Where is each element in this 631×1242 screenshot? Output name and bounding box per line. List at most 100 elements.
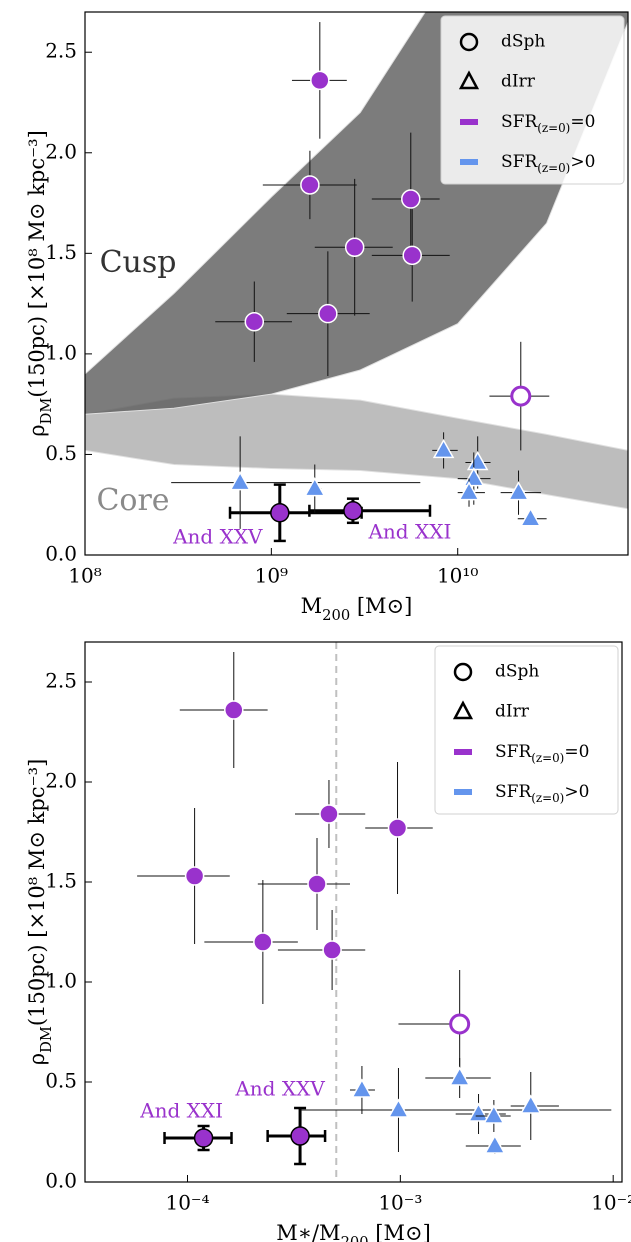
band-label: Core xyxy=(96,483,169,518)
data-point xyxy=(449,1013,471,1035)
y-tick-label: 0.0 xyxy=(45,542,77,566)
plot-frame xyxy=(84,11,629,556)
data-point xyxy=(319,804,339,824)
data-point xyxy=(270,503,290,523)
x-axis-label-rest: [M⊙] xyxy=(369,1221,431,1242)
y-tick-label: 1.5 xyxy=(45,869,77,893)
data-point xyxy=(402,245,422,266)
x-tick-label: 10⁻³ xyxy=(378,1191,422,1215)
x-axis-label: M200 [M⊙] xyxy=(301,594,413,624)
data-point xyxy=(351,1078,373,1098)
data-point xyxy=(253,932,273,952)
legend-label-rest: =0 xyxy=(570,112,595,132)
chart-panel: And XXI And XXV 10⁻⁴ 10⁻³ 10⁻² 0.0 0.5 1.0 1.5 2.… xyxy=(25,641,631,1242)
legend-label-main: SFR xyxy=(495,742,532,762)
y-axis-label-rest: (150pc) [×10⁸ M⊙ kpc⁻³] xyxy=(25,130,49,397)
legend-label-sub: (z=0) xyxy=(531,751,564,765)
data-point xyxy=(244,311,265,332)
y-axis-label-sub: DM xyxy=(38,398,55,425)
band-label: Cusp xyxy=(100,245,177,280)
legend-marker xyxy=(460,159,478,165)
legend-label: dSph xyxy=(495,662,539,682)
data-point xyxy=(344,237,365,258)
data-point xyxy=(466,450,489,471)
x-axis-label-sub: 200 xyxy=(341,1234,369,1242)
y-tick-label: 2.0 xyxy=(45,769,77,793)
data-point xyxy=(310,70,330,91)
data-point xyxy=(467,1102,490,1122)
data-point xyxy=(432,438,455,459)
legend-label: dSph xyxy=(501,32,545,52)
data-point xyxy=(300,175,320,195)
data-point xyxy=(519,507,542,527)
x-axis-label-main: M∗/M xyxy=(276,1221,340,1242)
band-area xyxy=(85,393,628,510)
x-tick-label: 10⁸ xyxy=(68,564,101,588)
legend-label-main: SFR xyxy=(501,112,538,132)
x-axis-label-rest: [M⊙] xyxy=(350,594,412,618)
data-point xyxy=(290,1126,310,1146)
x-tick-label: 10⁹ xyxy=(255,564,288,588)
x-tick-label: 10⁻² xyxy=(591,1191,631,1215)
data-point xyxy=(387,1098,410,1118)
y-tick-label: 0.0 xyxy=(45,1169,77,1193)
point-annotation: And XXI xyxy=(139,1099,223,1123)
legend-marker xyxy=(460,119,478,125)
chart-panel: Core Cusp And XXV And XXI 10⁸ 10⁹ 10¹⁰ 0.0 0.5 1.… xyxy=(25,11,629,624)
data-point xyxy=(519,1094,542,1114)
y-axis-label: ρDM(150pc) [×10⁸ M⊙ kpc⁻³] xyxy=(25,130,55,437)
point-annotation: And XXV xyxy=(234,1077,325,1101)
legend-label-rest: >0 xyxy=(570,152,595,172)
data-point xyxy=(448,1066,471,1086)
legend-marker xyxy=(454,789,472,795)
legend-marker xyxy=(452,700,474,720)
data-point xyxy=(318,303,338,324)
y-tick-label: 1.0 xyxy=(45,340,77,364)
y-axis-label-sub: DM xyxy=(38,1026,55,1053)
data-point xyxy=(224,700,244,720)
data-point xyxy=(229,471,251,491)
legend-label: SFR(z=0)=0 xyxy=(495,742,589,766)
data-point xyxy=(401,189,421,209)
y-axis-label: ρDM(150pc) [×10⁸ M⊙ kpc⁻³] xyxy=(25,759,55,1066)
data-point xyxy=(307,874,327,894)
data-point xyxy=(510,385,532,407)
data-point xyxy=(483,1104,505,1124)
y-axis-label-main: ρ xyxy=(25,1053,49,1065)
legend-label-rest: =0 xyxy=(564,742,589,762)
y-tick-label: 2.0 xyxy=(45,139,77,163)
legend-label-sub: (z=0) xyxy=(537,161,570,175)
legend-box xyxy=(440,15,625,185)
legend-label-main: SFR xyxy=(495,782,532,802)
point-annotation: And XXI xyxy=(367,519,451,543)
data-point xyxy=(387,818,408,838)
data-point xyxy=(343,501,363,521)
legend-box xyxy=(434,645,619,815)
y-tick-label: 0.5 xyxy=(45,1069,77,1093)
legend-label: SFR(z=0)>0 xyxy=(495,782,589,806)
plot-frame xyxy=(84,641,623,1183)
x-tick-label: 10⁻⁴ xyxy=(165,1191,209,1215)
plot-area xyxy=(137,642,612,1182)
data-point xyxy=(184,866,205,886)
legend-label: SFR(z=0)>0 xyxy=(501,152,595,176)
y-tick-label: 2.5 xyxy=(45,39,77,63)
legend-marker xyxy=(459,32,479,52)
data-point xyxy=(458,481,480,501)
data-point xyxy=(303,477,326,497)
legend-marker xyxy=(454,749,472,755)
x-axis-label-sub: 200 xyxy=(322,607,350,624)
x-axis-label-main: M xyxy=(301,594,323,618)
legend-label-sub: (z=0) xyxy=(537,121,570,135)
data-point xyxy=(484,1134,506,1154)
legend-label: dIrr xyxy=(495,702,530,722)
x-axis-label: M∗/M200 [M⊙] xyxy=(276,1221,431,1242)
y-tick-label: 1.0 xyxy=(45,969,77,993)
data-point xyxy=(193,1128,214,1148)
legend-label-main: SFR xyxy=(501,152,538,172)
legend-label: SFR(z=0)=0 xyxy=(501,112,595,136)
y-tick-label: 0.5 xyxy=(45,441,77,465)
